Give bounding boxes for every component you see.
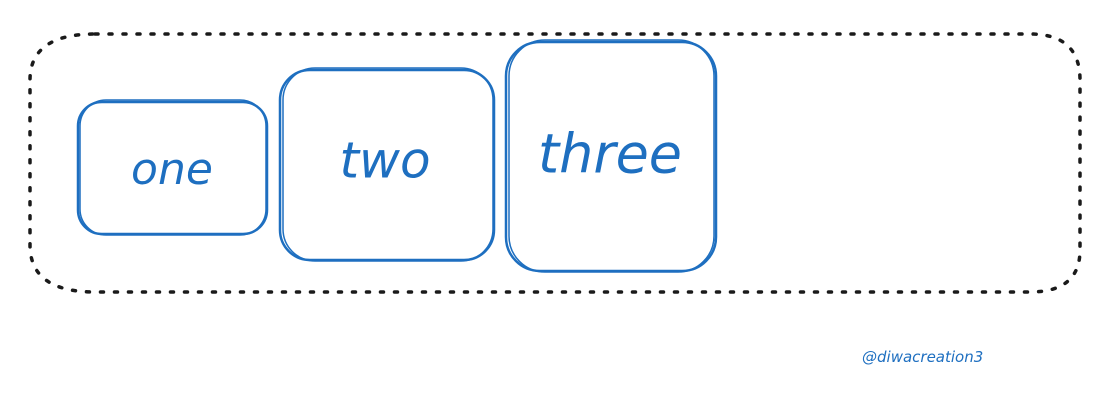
flex-item-one-border-sketch (79, 99, 267, 236)
flex-item-two-border-sketch (282, 67, 494, 262)
flex-item-two: two (278, 67, 496, 262)
flex-item-three: three (504, 39, 718, 273)
watermark-text: @diwacreation3 (862, 348, 983, 366)
flex-item-two-label: two (339, 132, 430, 190)
flex-item-three-border (504, 40, 718, 273)
flex-item-three-label: three (538, 123, 682, 186)
flex-item-two-border (278, 68, 496, 262)
flex-item-one: one (76, 99, 269, 236)
flex-item-one-label: one (131, 144, 213, 195)
flex-item-three-border-sketch (508, 39, 715, 273)
flex-item-one-border (76, 100, 269, 236)
